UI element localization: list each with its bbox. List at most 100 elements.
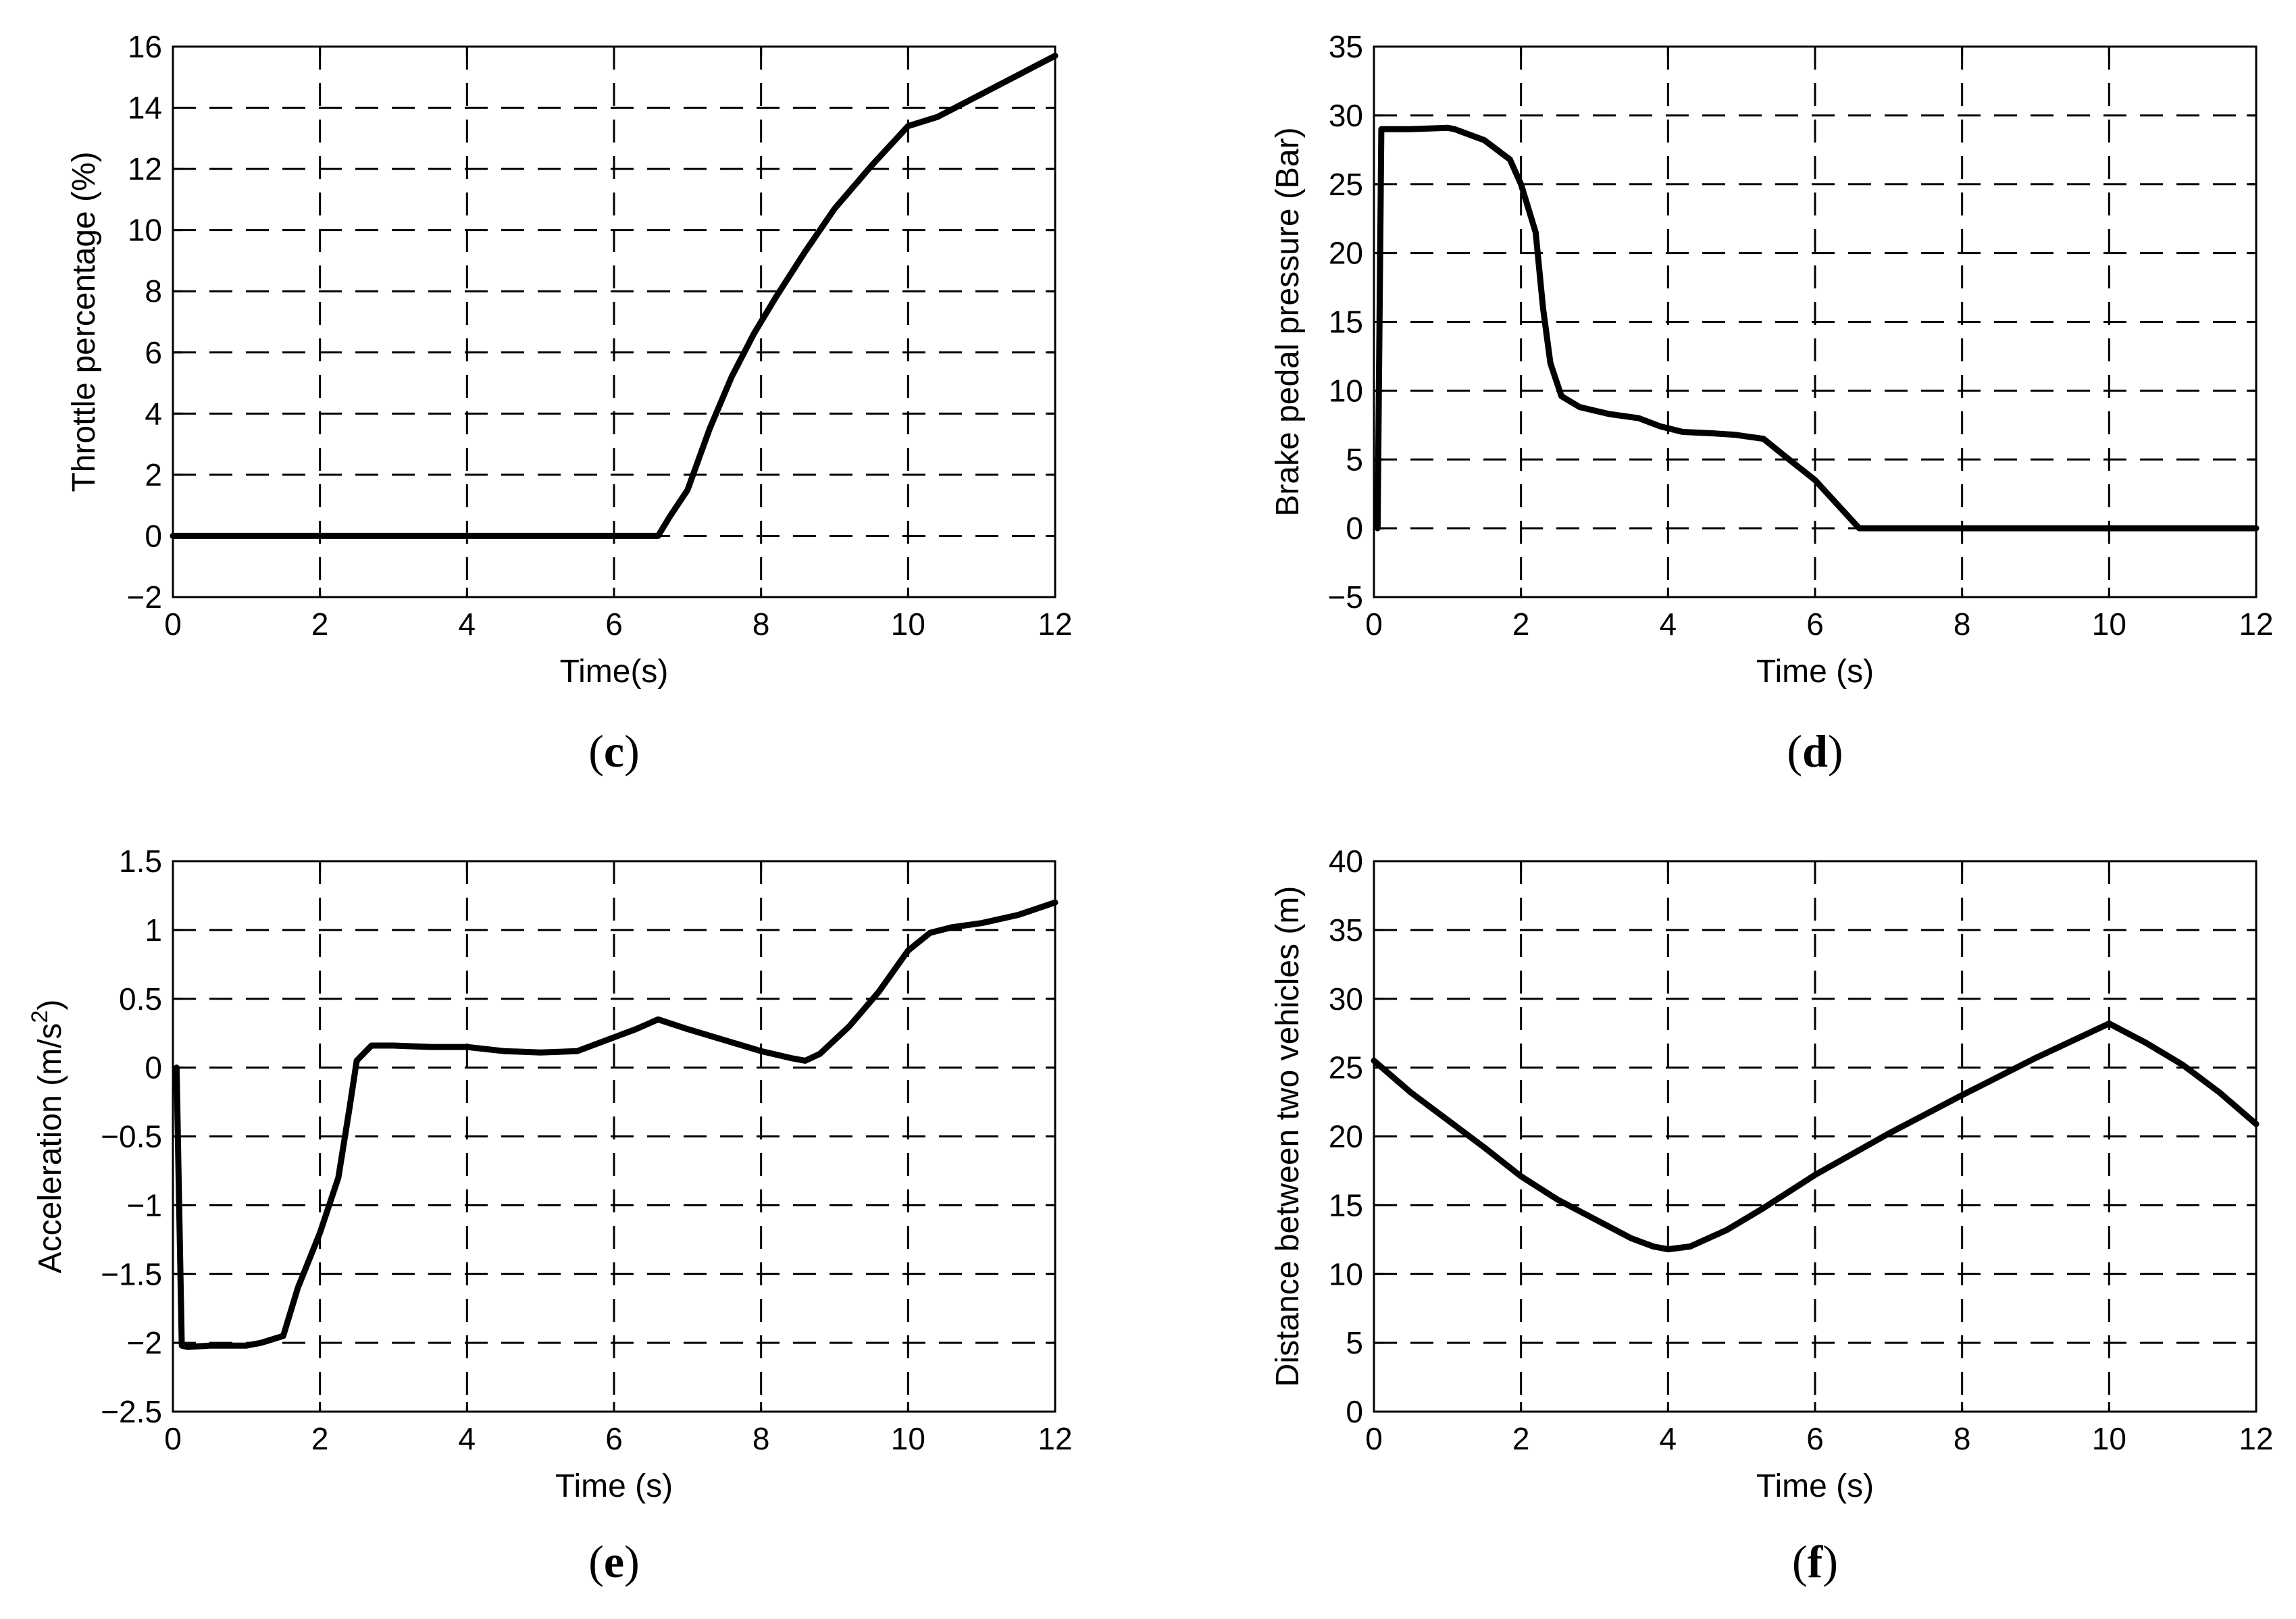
y-axis-label: Throttle percentage (%) [66, 151, 102, 492]
x-tick-label: 4 [459, 607, 476, 642]
y-tick-label: 1 [145, 913, 162, 948]
x-tick-label: 8 [752, 607, 770, 642]
y-tick-label: −2 [127, 580, 162, 615]
y-tick-label: 4 [145, 396, 162, 431]
y-tick-label: 30 [1329, 98, 1363, 133]
x-tick-label: 0 [1365, 1421, 1383, 1456]
x-tick-label: 12 [2239, 607, 2273, 642]
series-line [1374, 124, 2260, 532]
y-tick-label: 0 [1346, 511, 1363, 546]
x-tick-label: 8 [752, 1421, 770, 1456]
panel-label-letter: d [1802, 725, 1828, 777]
y-tick-label: −5 [1328, 580, 1363, 615]
x-tick-label: 6 [1806, 1421, 1824, 1456]
y-tick-label: 10 [1329, 373, 1363, 408]
y-axis-label-superscript: 2 [27, 1010, 53, 1023]
x-tick-label: 10 [2092, 607, 2126, 642]
series-line [1371, 1020, 2260, 1253]
panel-label-close: ) [624, 1536, 640, 1587]
panel-label-open: ( [588, 725, 604, 777]
panel-label-letter: e [604, 1536, 624, 1587]
x-axis-label: Time(s) [560, 654, 669, 690]
x-tick-label: 12 [1038, 607, 1072, 642]
y-tick-label: 10 [128, 213, 162, 248]
x-tick-label: 2 [311, 1421, 329, 1456]
y-tick-label: 1.5 [119, 844, 162, 879]
y-tick-label: 15 [1329, 1187, 1363, 1223]
x-tick-label: 4 [1660, 607, 1677, 642]
x-tick-label: 0 [164, 1421, 182, 1456]
y-tick-label: −0.5 [101, 1119, 162, 1154]
panel-label-letter: f [1808, 1536, 1824, 1587]
x-axis-label: Time (s) [1756, 654, 1874, 690]
y-tick-label: 20 [1329, 236, 1363, 271]
y-tick-label: −2.5 [101, 1394, 162, 1429]
x-tick-label: 10 [891, 1421, 925, 1456]
panel-c-throttle: 0 2 4 6 8 10 12−20246810121416Time(s)Throttle … [66, 29, 1073, 777]
y-tick-label: 40 [1329, 844, 1363, 879]
x-tick-label: 10 [2092, 1421, 2126, 1456]
x-tick-label: 0 [1365, 607, 1383, 642]
panel-label-close: ) [624, 725, 640, 777]
panel-label-open: ( [1792, 1536, 1808, 1587]
x-tick-label: 6 [605, 1421, 623, 1456]
y-tick-label: −1.5 [101, 1256, 162, 1291]
panel-label: (d) [1787, 725, 1843, 777]
panel-label: (e) [588, 1536, 640, 1587]
y-tick-label: 30 [1329, 981, 1363, 1017]
panel-label-close: ) [1822, 1536, 1838, 1587]
y-tick-label: 6 [145, 335, 162, 370]
y-tick-label: 15 [1329, 305, 1363, 340]
x-tick-label: 2 [311, 607, 329, 642]
y-tick-label: −2 [127, 1325, 162, 1360]
y-axis-label: Distance between two vehicles (m) [1270, 886, 1306, 1387]
y-axis-label: Brake pedal pressure (Bar) [1270, 127, 1306, 516]
x-tick-label: 4 [1660, 1421, 1677, 1456]
x-tick-label: 8 [1954, 1421, 1971, 1456]
y-tick-label: 10 [1329, 1256, 1363, 1291]
series-line [173, 899, 1058, 1350]
y-tick-label: 5 [1346, 442, 1363, 477]
x-axis-label: Time (s) [1756, 1468, 1874, 1504]
x-tick-label: 4 [459, 1421, 476, 1456]
y-tick-label: 0 [145, 518, 162, 553]
x-tick-label: 2 [1512, 1421, 1530, 1456]
y-tick-label: 0.5 [119, 981, 162, 1017]
y-tick-label: 8 [145, 274, 162, 309]
y-tick-label: 5 [1346, 1325, 1363, 1360]
y-tick-label: 35 [1329, 29, 1363, 64]
panel-label-open: ( [588, 1536, 604, 1587]
x-tick-label: 12 [2239, 1421, 2273, 1456]
x-tick-label: 6 [1806, 607, 1824, 642]
y-tick-label: 2 [145, 457, 162, 492]
y-tick-label: 25 [1329, 1050, 1363, 1085]
y-tick-label: 16 [128, 29, 162, 64]
y-tick-label: −1 [127, 1187, 162, 1223]
y-axis-label-main: Acceleration (m/s [32, 1023, 68, 1274]
panel-label-letter: c [604, 725, 624, 777]
y-axis-label: Acceleration (m/s2) [27, 1000, 68, 1274]
y-axis-label-close: ) [32, 1000, 68, 1010]
x-tick-label: 2 [1512, 607, 1530, 642]
y-tick-label: 0 [1346, 1394, 1363, 1429]
y-tick-label: 35 [1329, 913, 1363, 948]
x-tick-label: 8 [1954, 607, 1971, 642]
x-tick-label: 10 [891, 607, 925, 642]
series-line [170, 53, 1058, 539]
y-tick-label: 20 [1329, 1119, 1363, 1154]
panel-label: (c) [588, 725, 640, 777]
x-axis-label: Time (s) [555, 1468, 673, 1504]
x-tick-label: 6 [605, 607, 623, 642]
panel-f-distance: 0 2 4 6 8 10 12 0 5 10 15 20 25 30 35 40 Time (s) Distanc… [1270, 844, 2274, 1587]
x-tick-label: 12 [1038, 1421, 1072, 1456]
panel-label-open: ( [1787, 725, 1802, 777]
x-tick-label: 0 [164, 607, 182, 642]
panel-label-close: ) [1828, 725, 1843, 777]
y-tick-label: 25 [1329, 167, 1363, 202]
y-tick-label: 14 [128, 91, 162, 126]
y-tick-label: 0 [145, 1050, 162, 1085]
panel-e-acceleration: 0 2 4 6 8 10 12 −2.5 −2 −1.5 −1 −0.5 0 0.5 1 1.5 Time (s… [27, 844, 1073, 1587]
panel-label: (f) [1792, 1536, 1838, 1587]
